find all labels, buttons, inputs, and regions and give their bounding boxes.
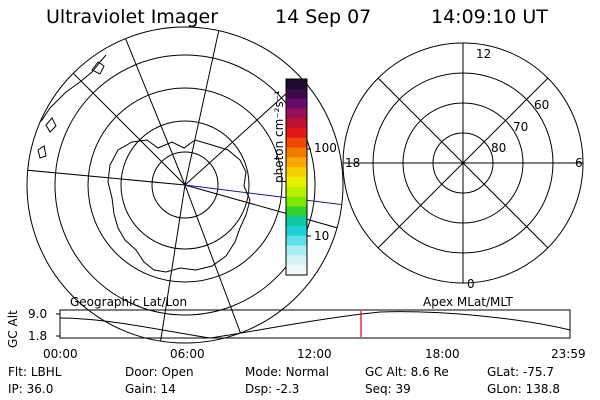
island-outline <box>37 145 47 159</box>
subsolar-meridian <box>184 184 343 206</box>
mlt-label-midnight: 0 <box>467 277 475 291</box>
colorbar-cell <box>286 79 307 90</box>
info-glat: GLat: -75.7 <box>487 365 554 379</box>
altitude-x-tick: 12:00 <box>297 347 332 361</box>
altitude-y-tick: 9.0 <box>28 307 48 321</box>
colorbar <box>285 78 311 276</box>
colorbar-frame <box>285 78 308 276</box>
mlat-label: 60 <box>534 98 550 112</box>
altitude-y-tick: 1.8 <box>28 329 48 343</box>
altitude-x-tick: 00:00 <box>43 347 78 361</box>
colorbar-cell <box>286 255 307 266</box>
info-mode: Mode: Normal <box>245 365 329 379</box>
instrument-title: Ultraviolet Imager <box>46 6 219 28</box>
colorbar-cell <box>286 118 307 129</box>
altitude-x-tick: 18:00 <box>425 347 460 361</box>
geographic-map <box>26 26 344 344</box>
altitude-x-tick: 23:59 <box>551 347 586 361</box>
altitude-axis-label-wrap: GC Alt <box>6 308 26 348</box>
info-glon: GLon: 138.8 <box>487 382 560 396</box>
latitude-ring <box>87 87 283 283</box>
colorbar-cell <box>286 147 307 158</box>
info-seq: Seq: 39 <box>365 382 411 396</box>
info-gc-alt: GC Alt: 8.6 Re <box>365 365 449 379</box>
colorbar-cell <box>286 216 307 227</box>
antarctica-coastline <box>107 139 251 273</box>
colorbar-cell <box>286 137 307 149</box>
latitude-ring <box>151 151 219 219</box>
info-door: Door: Open <box>125 365 194 379</box>
info-gain: Gain: 14 <box>125 382 176 396</box>
mlt-diagonal <box>377 77 549 249</box>
meridian-line <box>184 184 343 231</box>
colorbar-cell <box>286 235 307 247</box>
altitude-x-tick: 06:00 <box>170 347 205 361</box>
info-filter: Flt: LBHL <box>8 365 62 379</box>
south-america-coastline <box>29 54 107 131</box>
meridian-line <box>159 184 186 343</box>
mlat-label: 80 <box>491 141 507 155</box>
magnetic-grid <box>342 42 584 284</box>
info-ip: IP: 36.0 <box>8 382 54 396</box>
info-dsp: Dsp: -2.3 <box>245 382 300 396</box>
colorbar-cell <box>286 186 307 198</box>
mlat-label: 70 <box>513 120 529 134</box>
mlt-label-dusk: 18 <box>345 156 361 170</box>
meridian-line <box>184 27 221 186</box>
map-boundary <box>26 26 344 344</box>
meridian-line <box>27 169 186 186</box>
meridian-line <box>59 59 186 186</box>
altitude-plot-frame <box>59 309 571 339</box>
colorbar-cell <box>286 206 307 217</box>
colorbar-cell <box>286 196 307 207</box>
altitude-axis-label: GC Alt <box>6 310 20 348</box>
colorbar-unit-label: photon cm⁻²s⁻¹ <box>272 90 286 183</box>
mlt-label-noon: 12 <box>476 47 492 61</box>
observation-date: 14 Sep 07 <box>275 6 372 28</box>
meridian-line <box>184 44 341 186</box>
colorbar-cell <box>286 167 307 178</box>
geographic-grid-label: Geographic Lat/Lon <box>70 295 188 309</box>
colorbar-tick-label: 10 <box>314 229 330 243</box>
colorbar-cell <box>286 226 307 237</box>
colorbar-tick-label: 100 <box>314 141 337 155</box>
meridian-line <box>119 27 186 186</box>
island-outline <box>45 117 57 133</box>
island-outline <box>91 61 105 75</box>
colorbar-cell <box>286 108 307 119</box>
mlt-label-dawn: 6 <box>575 156 583 170</box>
colorbar-cell <box>286 177 307 188</box>
latitude-ring <box>120 120 250 250</box>
colorbar-cell <box>286 88 307 100</box>
magnetic-grid-label: Apex MLat/MLT <box>423 295 513 309</box>
colorbar-cell <box>286 265 307 276</box>
observation-time: 14:09:10 UT <box>431 6 548 28</box>
colorbar-gradient <box>286 79 307 276</box>
colorbar-cell <box>286 157 307 168</box>
colorbar-cell <box>286 245 307 256</box>
altitude-plot <box>56 309 571 339</box>
colorbar-cell <box>286 98 307 109</box>
latitude-ring <box>54 54 316 316</box>
altitude-curve <box>59 311 571 339</box>
colorbar-cell <box>286 128 307 139</box>
meridian-line <box>184 184 246 343</box>
